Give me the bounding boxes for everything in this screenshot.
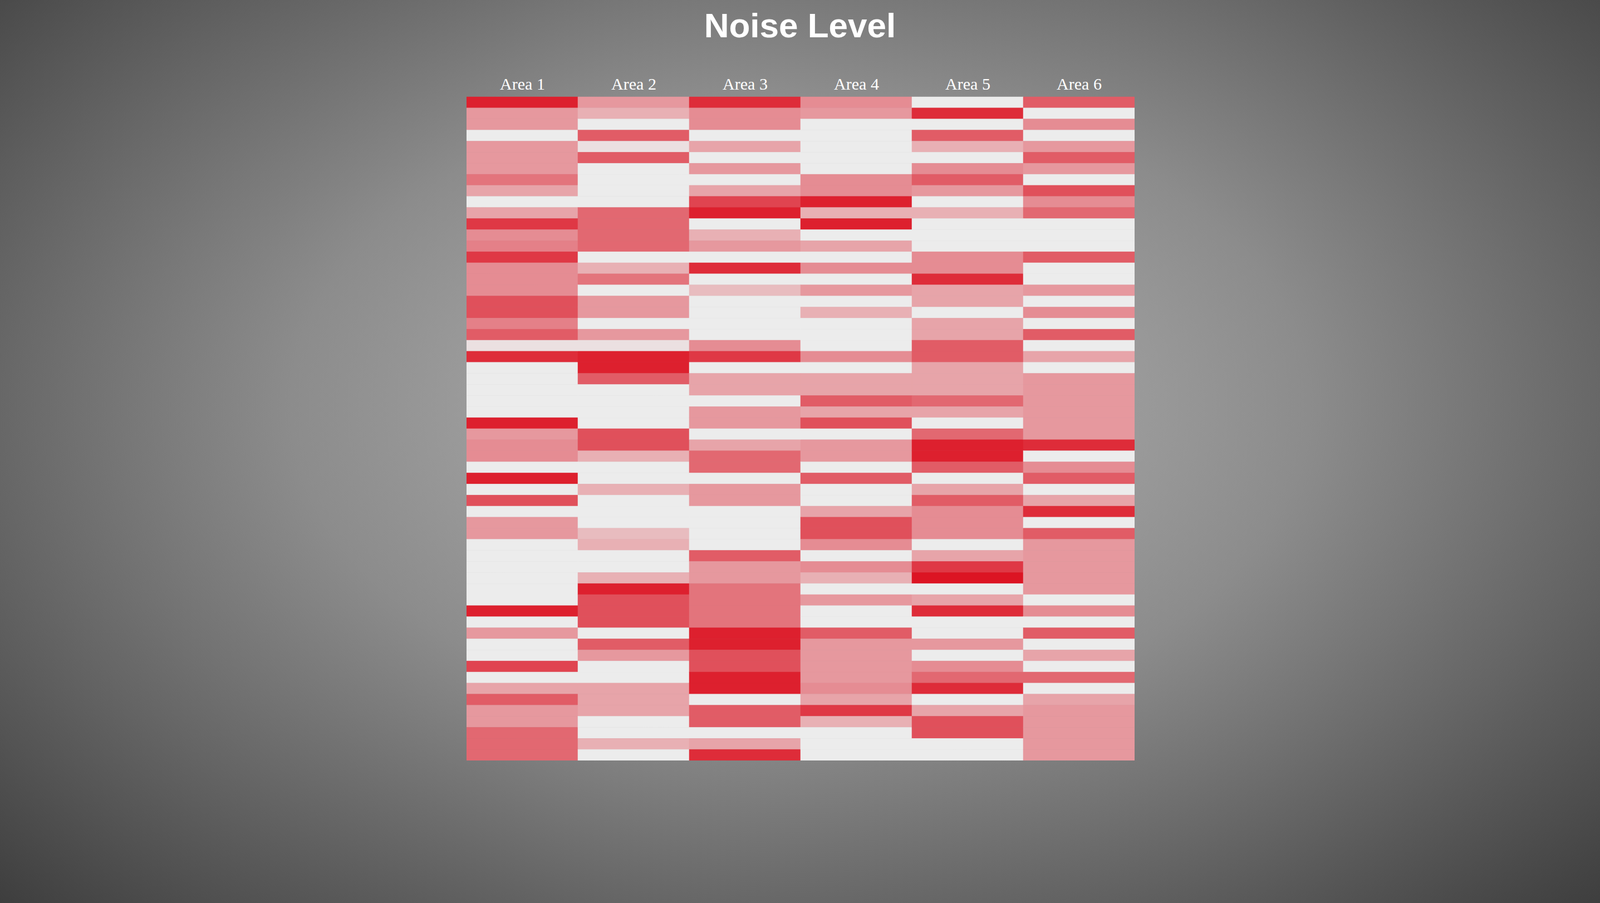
svg-text:Area 4: Area 4 bbox=[833, 74, 880, 93]
svg-text:Area 1: Area 1 bbox=[499, 74, 546, 93]
html-text:Noise Level: Noise Level bbox=[704, 6, 896, 45]
svg-text:Area 3: Area 3 bbox=[722, 74, 768, 93]
svg-text:Area 2: Area 2 bbox=[611, 74, 657, 93]
svg-text:Area 6: Area 6 bbox=[1056, 74, 1102, 93]
svg-text:Area 5: Area 5 bbox=[945, 74, 991, 93]
